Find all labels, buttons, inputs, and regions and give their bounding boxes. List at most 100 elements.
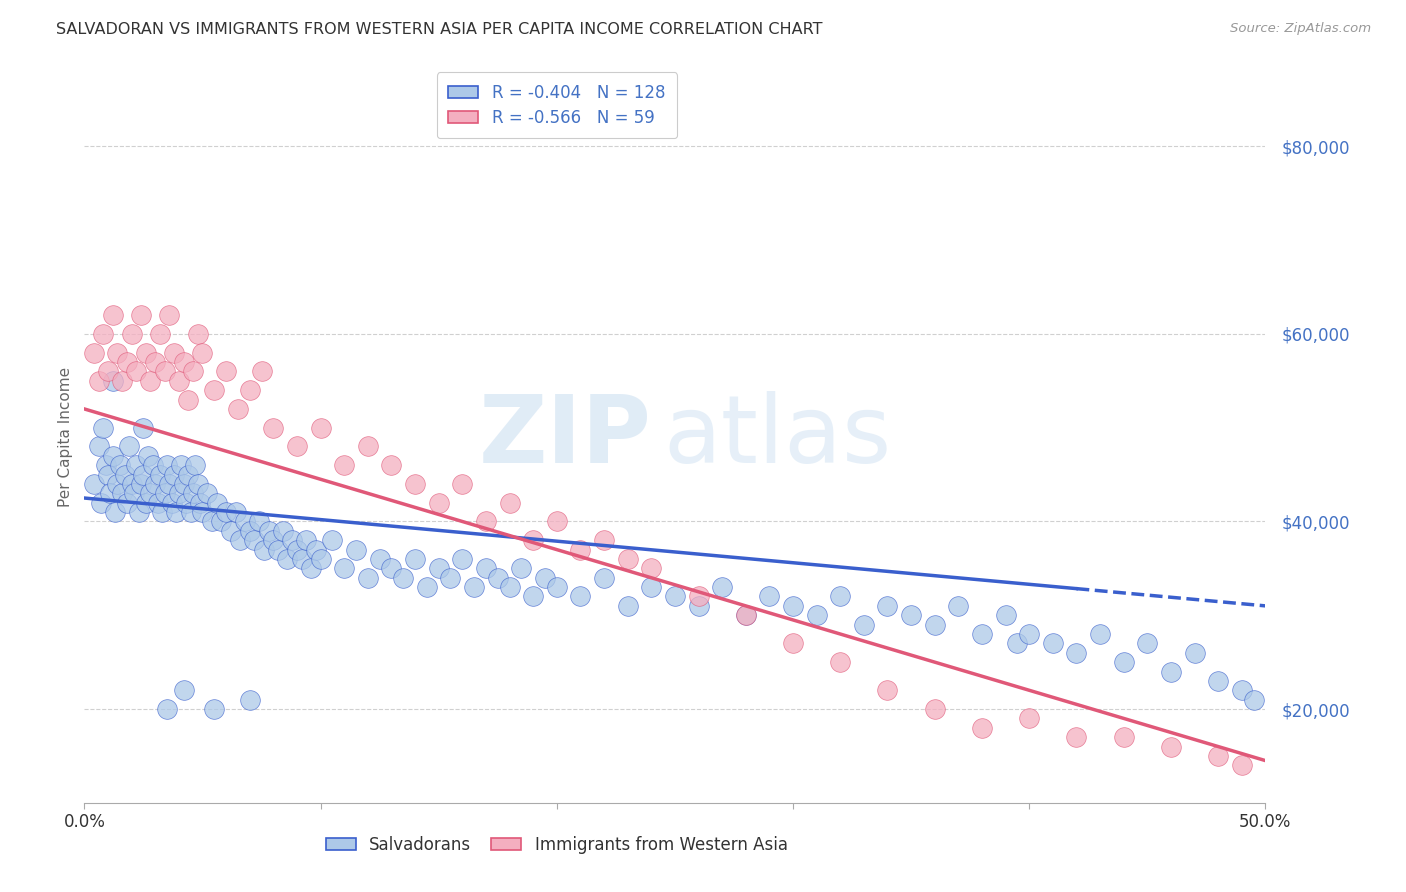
Point <box>876 599 898 613</box>
Point <box>150 505 173 519</box>
Point <box>132 467 155 482</box>
Point <box>101 374 124 388</box>
Point <box>416 580 439 594</box>
Point <box>970 721 993 735</box>
Point <box>486 571 509 585</box>
Point <box>173 355 195 369</box>
Point <box>202 383 225 397</box>
Point <box>156 702 179 716</box>
Point <box>125 458 148 473</box>
Point <box>233 515 256 529</box>
Point <box>1184 646 1206 660</box>
Point <box>1066 730 1088 744</box>
Point <box>451 477 474 491</box>
Point <box>1206 673 1229 688</box>
Point <box>122 486 145 500</box>
Point <box>569 590 592 604</box>
Point <box>139 486 162 500</box>
Point <box>522 590 544 604</box>
Point <box>209 515 232 529</box>
Point <box>219 524 242 538</box>
Point <box>149 467 172 482</box>
Point <box>475 515 498 529</box>
Point <box>380 561 402 575</box>
Point <box>170 458 193 473</box>
Point <box>262 533 284 548</box>
Point <box>253 542 276 557</box>
Point <box>1160 739 1182 754</box>
Point <box>97 364 120 378</box>
Point <box>475 561 498 575</box>
Point <box>107 477 129 491</box>
Point <box>149 326 172 341</box>
Point <box>215 505 238 519</box>
Point <box>115 496 138 510</box>
Point <box>758 590 780 604</box>
Point <box>153 486 176 500</box>
Point <box>262 420 284 434</box>
Point <box>734 608 756 623</box>
Point <box>128 505 150 519</box>
Point <box>87 374 110 388</box>
Point <box>247 515 270 529</box>
Point <box>181 486 204 500</box>
Point <box>174 496 197 510</box>
Point <box>439 571 461 585</box>
Point <box>121 326 143 341</box>
Point <box>129 477 152 491</box>
Point <box>806 608 828 623</box>
Point <box>285 440 308 454</box>
Point <box>125 364 148 378</box>
Point <box>104 505 127 519</box>
Point <box>830 655 852 669</box>
Point <box>87 440 110 454</box>
Point <box>1018 711 1040 725</box>
Point <box>281 533 304 548</box>
Point <box>734 608 756 623</box>
Point <box>900 608 922 623</box>
Point <box>782 599 804 613</box>
Text: SALVADORAN VS IMMIGRANTS FROM WESTERN ASIA PER CAPITA INCOME CORRELATION CHART: SALVADORAN VS IMMIGRANTS FROM WESTERN AS… <box>56 22 823 37</box>
Point <box>876 683 898 698</box>
Point <box>118 440 141 454</box>
Point <box>173 477 195 491</box>
Point <box>1206 748 1229 763</box>
Point <box>184 458 207 473</box>
Text: Source: ZipAtlas.com: Source: ZipAtlas.com <box>1230 22 1371 36</box>
Text: atlas: atlas <box>664 391 891 483</box>
Point <box>711 580 734 594</box>
Point <box>181 364 204 378</box>
Point <box>107 345 129 359</box>
Point <box>616 599 638 613</box>
Point <box>970 627 993 641</box>
Point <box>924 617 946 632</box>
Point <box>1230 683 1253 698</box>
Point <box>357 571 380 585</box>
Point <box>257 524 280 538</box>
Point <box>688 590 710 604</box>
Point <box>239 524 262 538</box>
Point <box>195 486 218 500</box>
Point <box>139 374 162 388</box>
Point <box>782 636 804 650</box>
Point <box>94 458 117 473</box>
Point <box>852 617 875 632</box>
Point <box>101 308 124 322</box>
Point <box>1088 627 1111 641</box>
Point <box>187 326 209 341</box>
Point <box>115 355 138 369</box>
Text: ZIP: ZIP <box>478 391 651 483</box>
Point <box>97 467 120 482</box>
Point <box>368 552 391 566</box>
Point <box>427 496 450 510</box>
Point <box>392 571 415 585</box>
Point <box>569 542 592 557</box>
Point <box>167 374 190 388</box>
Point <box>309 552 332 566</box>
Point <box>1112 655 1135 669</box>
Point <box>688 599 710 613</box>
Point <box>121 477 143 491</box>
Point <box>187 477 209 491</box>
Point <box>83 477 105 491</box>
Point <box>546 515 568 529</box>
